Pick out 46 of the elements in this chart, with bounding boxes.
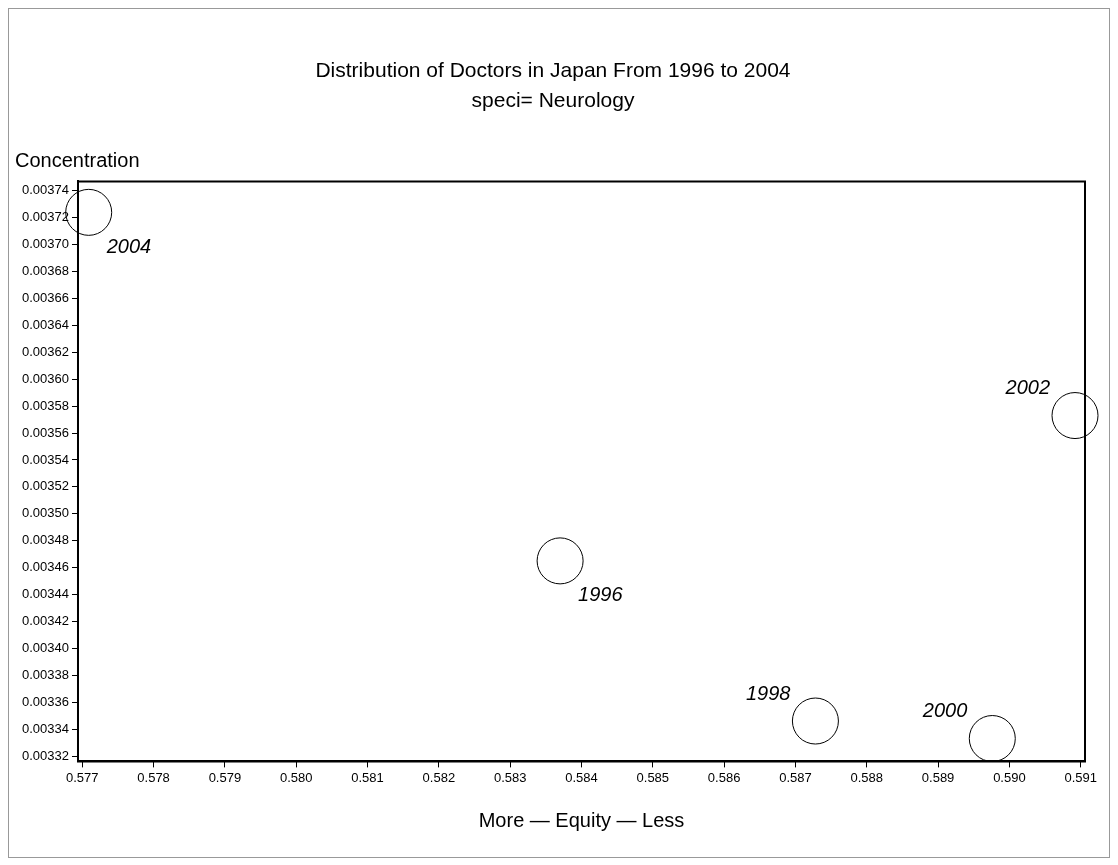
- x-tick-label: 0.582: [422, 769, 456, 785]
- y-tick-label: 0.00360: [21, 370, 69, 386]
- y-axis-title: Concentration: [15, 149, 140, 172]
- y-tick-label: 0.00336: [21, 693, 69, 709]
- y-tick-label: 0.00344: [21, 586, 69, 602]
- x-tick-label: 0.583: [493, 769, 527, 785]
- y-tick-label: 0.00364: [21, 316, 69, 332]
- x-tick-label: 0.577: [66, 769, 99, 785]
- annotation: 2004: [105, 234, 152, 257]
- y-tick-label: 0.00352: [21, 478, 69, 494]
- x-tick-label: 0.591: [1064, 769, 1097, 785]
- chart-subtitle: speci= Neurology: [471, 87, 635, 111]
- x-tick-label: 0.587: [779, 769, 812, 785]
- y-tick-label: 0.00342: [21, 613, 69, 629]
- y-tick-label: 0.00358: [21, 397, 69, 413]
- y-tick-label: 0.00374: [21, 182, 69, 198]
- annotation: 1996: [578, 583, 624, 606]
- chart-title: Distribution of Doctors in Japan From 1996 to 2004: [315, 58, 791, 82]
- y-tick-label: 0.00338: [21, 666, 69, 682]
- y-tick-label: 0.00366: [21, 290, 69, 306]
- y-tick-label: 0.00372: [21, 209, 69, 225]
- x-tick-label: 0.578: [137, 769, 170, 785]
- annotation: 2000: [921, 699, 968, 722]
- x-tick-label: 0.581: [351, 769, 384, 785]
- x-tick-label: 0.579: [208, 769, 242, 785]
- x-axis-title: More — Equity — Less: [478, 808, 685, 831]
- x-tick-label: 0.586: [707, 769, 741, 785]
- y-tick-label: 0.00340: [21, 639, 69, 655]
- y-tick-label: 0.00356: [21, 424, 69, 440]
- annotation: 2002: [1004, 376, 1051, 399]
- x-tick-label: 0.589: [921, 769, 955, 785]
- y-tick-label: 0.00350: [21, 505, 69, 521]
- y-tick-label: 0.00334: [21, 720, 69, 736]
- y-tick-label: 0.00362: [21, 343, 69, 359]
- y-tick-label: 0.00332: [21, 747, 69, 763]
- y-tick-label: 0.00368: [21, 263, 69, 279]
- y-tick-label: 0.00354: [21, 451, 69, 467]
- x-tick-label: 0.584: [565, 769, 598, 785]
- x-tick-label: 0.580: [279, 769, 313, 785]
- annotation: 1998: [745, 681, 791, 704]
- x-tick-label: 0.585: [636, 769, 670, 785]
- y-tick-label: 0.00348: [21, 532, 69, 548]
- y-tick-label: 0.00370: [21, 236, 69, 252]
- x-tick-label: 0.588: [850, 769, 884, 785]
- y-tick-label: 0.00346: [21, 559, 69, 575]
- x-tick-label: 0.590: [993, 769, 1026, 785]
